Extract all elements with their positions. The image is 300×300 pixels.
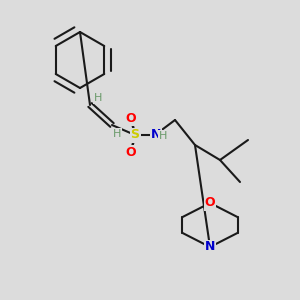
Text: N: N	[205, 241, 215, 254]
Text: N: N	[151, 128, 161, 142]
Text: H: H	[159, 131, 167, 141]
Text: O: O	[205, 196, 215, 209]
Text: H: H	[94, 93, 102, 103]
Text: H: H	[113, 129, 121, 139]
Text: O: O	[126, 112, 136, 124]
Text: O: O	[126, 146, 136, 158]
Text: S: S	[130, 128, 140, 142]
